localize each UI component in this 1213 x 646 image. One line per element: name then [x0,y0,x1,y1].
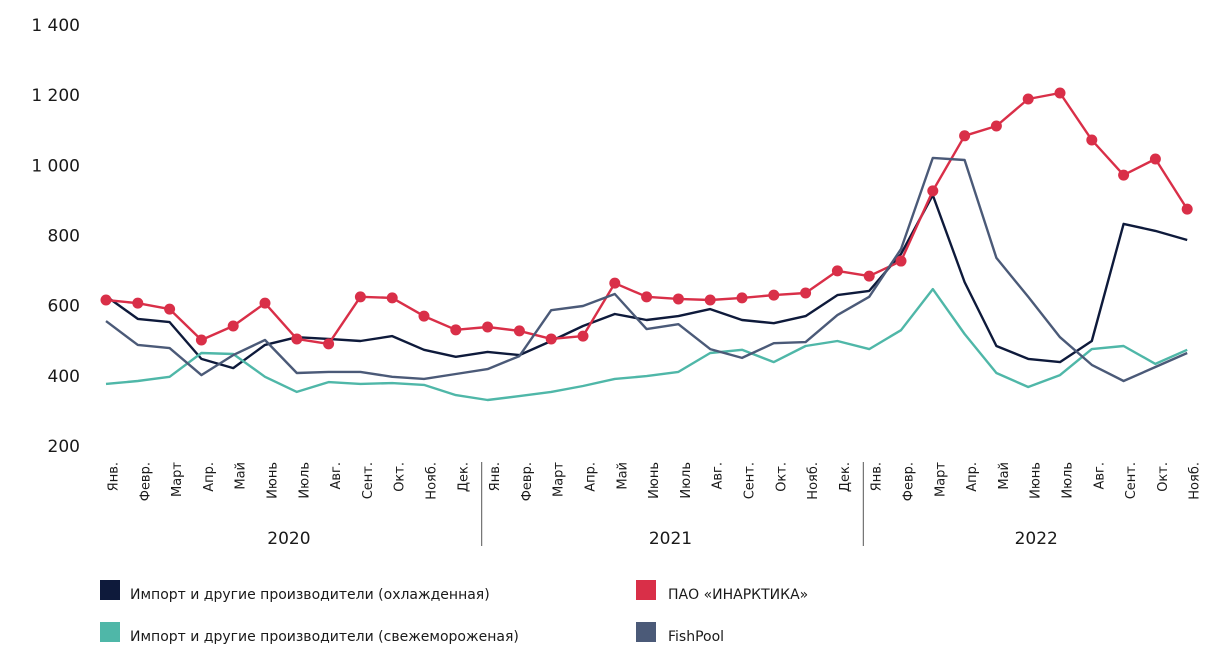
x-tick-label: Июль [679,462,694,499]
point-marker [386,292,398,304]
legend-swatch [100,622,120,642]
legend-label: FishPool [668,629,724,645]
x-tick-label: Авг. [1092,462,1107,490]
legend-swatch [100,580,120,600]
point-marker [672,293,684,305]
y-tick-label: 200 [48,437,80,457]
group-label: 2020 [267,529,310,549]
point-marker [450,324,462,336]
y-tick-label: 1 400 [31,16,80,36]
x-tick-label: Май [997,462,1012,490]
point-marker [1118,169,1130,181]
point-marker [195,334,207,346]
legend-swatch [636,580,656,600]
point-marker [768,289,780,301]
x-tick-label: Май [234,462,249,490]
point-marker [418,310,430,322]
x-tick-label: Март [552,462,567,497]
y-tick-label: 800 [48,227,80,247]
legend-label: Импорт и другие производители (охлажденн… [130,587,490,603]
x-tick-label: Янв. [870,462,885,491]
x-tick-label: Апр. [584,462,599,492]
group-label: 2022 [1015,529,1058,549]
x-tick-label: Июнь [647,462,662,499]
point-marker [1181,203,1193,215]
point-marker [863,270,875,282]
point-marker [482,321,494,333]
legend-label: ПАО «ИНАРКТИКА» [668,587,808,603]
point-marker [513,325,525,337]
point-marker [132,297,144,309]
point-marker [1054,87,1066,99]
point-marker [609,277,621,289]
x-tick-label: Март [170,462,185,497]
y-tick-label: 1 200 [31,86,80,106]
x-tick-label: Май [615,462,630,490]
series-line [105,193,1188,370]
point-marker [164,303,176,315]
point-marker [291,333,303,345]
x-tick-label: Апр. [202,462,217,492]
x-tick-label: Нояб. [806,462,821,500]
point-marker [227,320,239,332]
point-marker [1149,153,1161,165]
group-label: 2021 [649,529,692,549]
point-marker [545,333,557,345]
x-tick-label: Нояб. [1188,462,1203,500]
x-tick-label: Июль [1061,462,1076,499]
x-tick-label: Янв. [107,462,122,491]
x-tick-label: Авг. [329,462,344,490]
point-marker [704,294,716,306]
y-tick-label: 400 [48,367,80,387]
point-marker [736,292,748,304]
x-tick-label: Янв. [488,462,503,491]
point-marker [800,287,812,299]
x-tick-label: Нояб. [425,462,440,500]
legend-swatch [636,622,656,642]
point-marker [323,338,335,350]
point-marker [100,294,112,306]
x-tick-label: Окт. [393,462,408,492]
y-tick-label: 600 [48,297,80,317]
point-marker [1086,134,1098,146]
x-tick-label: Дек. [838,462,853,492]
point-marker [577,330,589,342]
x-tick-label: Март [933,462,948,497]
point-marker [1022,93,1034,105]
x-tick-label: Дек. [456,462,471,492]
x-tick-label: Июль [297,462,312,499]
point-marker [895,255,907,267]
point-marker [831,265,843,277]
x-tick-label: Окт. [774,462,789,492]
series-line [105,156,1188,383]
x-tick-label: Сент. [743,462,758,499]
point-marker [354,291,366,303]
x-tick-label: Февр. [520,462,535,501]
x-tick-label: Окт. [1156,462,1171,492]
y-tick-label: 1 000 [31,156,80,176]
point-marker [641,291,653,303]
legend-label: Импорт и другие производители (свежеморо… [130,629,519,645]
series-line [105,287,1188,402]
x-tick-label: Февр. [902,462,917,501]
point-marker [990,120,1002,132]
x-tick-label: Июнь [266,462,281,499]
x-tick-label: Авг. [711,462,726,490]
point-marker [259,297,271,309]
x-tick-label: Сент. [1124,462,1139,499]
point-marker [927,185,939,197]
x-tick-label: Февр. [138,462,153,501]
point-marker [959,130,971,142]
x-tick-label: Сент. [361,462,376,499]
x-tick-label: Апр. [965,462,980,492]
x-tick-label: Июнь [1029,462,1044,499]
